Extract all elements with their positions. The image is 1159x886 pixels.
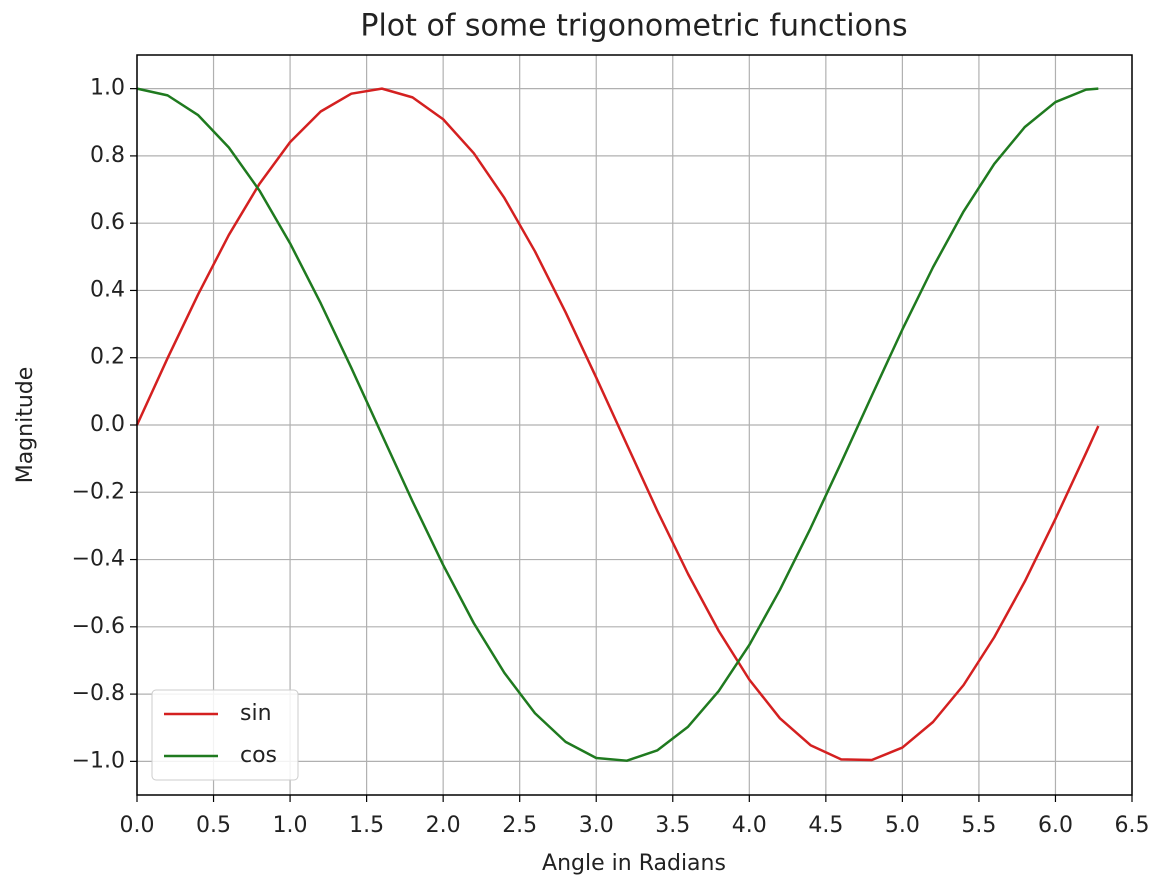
x-tick-label: 6.0 [1038,813,1073,838]
legend-box [151,689,299,781]
x-tick-label: 2.0 [426,813,461,838]
legend: sin cos [151,689,299,781]
y-tick-label: −0.6 [72,614,125,639]
y-tick-label: 0.0 [90,412,125,437]
y-tick-label: 0.8 [90,143,125,168]
x-tick-label: 6.5 [1115,813,1150,838]
x-tick-label: 5.5 [961,813,996,838]
line-series [135,87,1100,762]
y-tick-label: −1.0 [72,748,125,773]
line-series [136,87,1099,762]
y-tick-label: 0.6 [90,210,125,235]
legend-label: sin [240,701,272,726]
y-tick-label: 1.0 [90,76,125,101]
y-tick-label: 0.4 [90,277,125,302]
x-tick-label: 4.5 [808,813,843,838]
y-tick-label: −0.8 [72,681,125,706]
y-axis-label: Magnitude [13,367,38,484]
x-tick-label: 5.0 [885,813,920,838]
legend-label: cos [240,743,277,768]
y-tick-label: 0.2 [90,345,125,370]
x-axis-label: Angle in Radians [542,851,726,876]
x-tick-label: 2.5 [502,813,537,838]
x-tick-label: 1.0 [273,813,308,838]
x-tick-label: 0.0 [120,813,155,838]
x-tick-label: 3.0 [579,813,614,838]
plot-frame [136,54,1133,796]
x-tick-label: 0.5 [196,813,231,838]
x-tick-label: 1.5 [349,813,384,838]
x-tick-label: 4.0 [732,813,767,838]
chart-title: Plot of some trigonometric functions [360,9,907,44]
y-tick-label: −0.4 [72,547,125,572]
y-tick-label: −0.2 [72,479,125,504]
x-tick-label: 3.5 [655,813,690,838]
